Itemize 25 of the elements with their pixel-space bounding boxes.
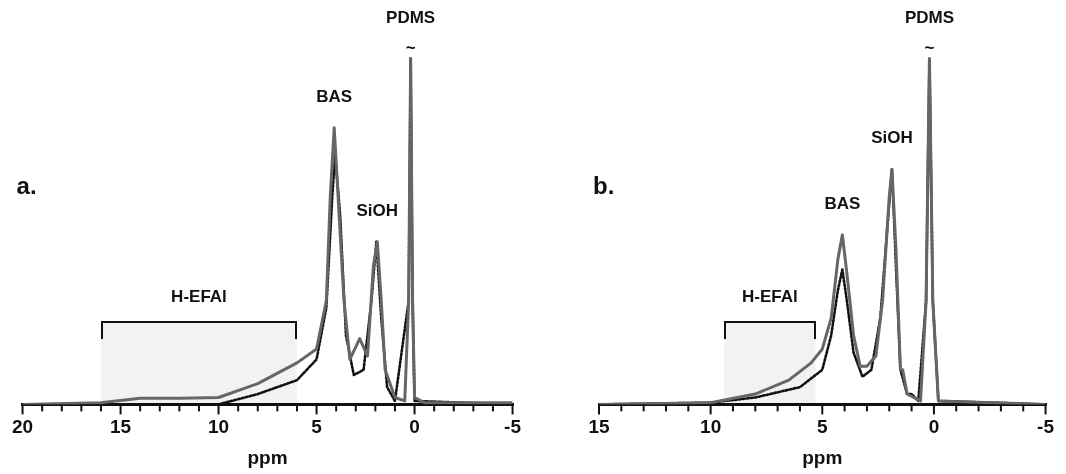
annotation: a.: [16, 172, 37, 200]
x-axis-title: ppm: [802, 446, 843, 468]
x-tick-label: -5: [1037, 416, 1055, 438]
x-tick-label: 0: [409, 416, 420, 438]
band-label: H-EFAl: [741, 287, 798, 307]
x-tick-label: 10: [700, 416, 722, 438]
band-label: H-EFAl: [171, 287, 227, 307]
annotation: BAS: [824, 194, 861, 214]
x-tick-label: 10: [207, 416, 230, 438]
x-tick-label: 5: [311, 416, 323, 438]
annotation: BAS: [316, 86, 353, 106]
annotation: SiOH: [871, 128, 913, 148]
x-tick-label: 15: [109, 416, 132, 438]
annotation: ~: [924, 37, 935, 57]
annotation: PDMS: [904, 7, 955, 27]
annotation: PDMS: [386, 7, 436, 27]
x-axis-title: ppm: [247, 446, 288, 468]
annotation: SiOH: [356, 200, 399, 220]
x-tick-label: 0: [928, 416, 940, 438]
annotation: b.: [593, 172, 615, 200]
x-tick-label: 20: [12, 416, 34, 438]
annotation: ~: [405, 37, 416, 57]
x-tick-label: -5: [504, 416, 522, 438]
x-tick-label: 15: [588, 416, 610, 438]
x-tick-label: 5: [816, 416, 828, 438]
